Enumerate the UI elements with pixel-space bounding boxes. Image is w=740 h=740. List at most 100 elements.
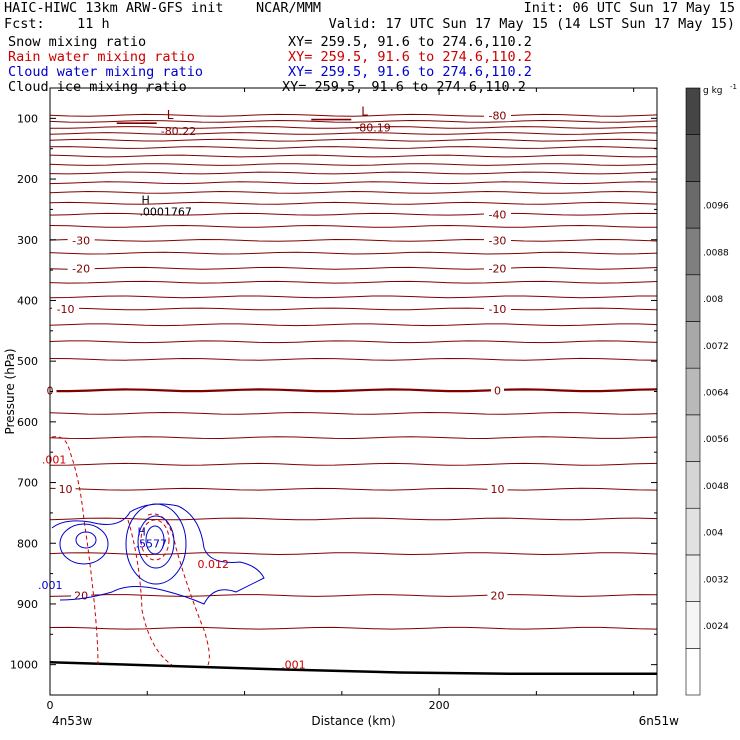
temperature-contour <box>49 340 658 344</box>
temperature-contour <box>49 594 658 597</box>
colorbar-swatch <box>685 461 701 509</box>
temperature-label-bg <box>483 234 511 247</box>
temperature-contour <box>49 280 658 284</box>
y-tick-label: 700 <box>17 477 38 490</box>
x-tick-label: 200 <box>429 699 450 712</box>
temperature-contour <box>49 295 657 299</box>
temperature-contour <box>49 163 658 166</box>
colorbar-level-label: .0056 <box>703 435 729 445</box>
rain-contour <box>140 519 170 561</box>
y-tick-label: 800 <box>17 537 38 550</box>
field-rain-xy: XY= 259.5, 91.6 to 274.6,110.2 <box>288 49 532 65</box>
temperature-label-bg <box>490 384 504 397</box>
cloud-water-contour <box>145 525 165 555</box>
colorbar-swatch <box>685 507 701 556</box>
colorbar-level-label: .0048 <box>703 482 729 492</box>
temperature-contour <box>49 201 658 205</box>
rain-contour <box>51 436 99 666</box>
temperature-label-bg <box>483 109 511 122</box>
temperature-contour <box>49 113 658 117</box>
y-tick-label: 1000 <box>10 659 38 672</box>
temperature-contour <box>49 626 658 630</box>
temperature-label: -10 <box>488 303 506 316</box>
rain-contour <box>127 519 173 666</box>
colorbar-level-label: .0064 <box>703 389 729 399</box>
cloud-water-contour <box>125 503 187 585</box>
temperature-contour <box>49 119 658 123</box>
colorbar-level-label: .008 <box>703 295 723 305</box>
temperature-label-bg <box>67 262 95 275</box>
colorbar-unit: g kg <box>703 86 723 96</box>
temperature-contour <box>49 411 658 415</box>
colorbar-swatch <box>685 414 701 462</box>
temperature-contour <box>49 190 658 194</box>
field-snow-name: Snow mixing ratio <box>8 34 147 50</box>
temperature-label: 10 <box>59 483 73 496</box>
temperature-contour <box>49 517 658 521</box>
x-axis-title: Distance (km) <box>311 714 395 728</box>
field-rain-name: Rain water mixing ratio <box>8 49 195 65</box>
colorbar-level-label: .0088 <box>703 248 729 258</box>
maximum-symbol: H <box>141 193 149 206</box>
field-cloudice-xy: XY= 259.5, 91.6 to 274.6,110.2 <box>282 79 526 95</box>
temperature-label-bg <box>52 302 80 315</box>
temperature-label: -30 <box>72 234 90 247</box>
colorbar-swatch <box>685 648 701 696</box>
minimum-value: -80.19 <box>355 122 390 135</box>
temperature-label-bg <box>71 589 92 602</box>
rain-contour <box>147 513 210 666</box>
temperature-contour <box>49 171 658 175</box>
colorbar-swatch <box>685 321 701 369</box>
temperature-label: 20 <box>490 589 504 602</box>
temperature-contour <box>49 462 658 466</box>
y-tick-label: 900 <box>17 598 38 611</box>
cloud-water-contour <box>59 523 109 565</box>
maximum-symbol: H <box>138 525 146 538</box>
colorbar-swatch <box>685 227 701 276</box>
model-title: HAIC-HIWC 13km ARW-GFS init NCAR/MMM <box>4 0 321 16</box>
temperature-contour <box>49 132 658 135</box>
temperature-label-bg <box>55 483 76 496</box>
colorbar-swatch <box>685 134 701 182</box>
colorbar-level-label: .0024 <box>703 622 729 632</box>
colorbar-level-label: .0072 <box>703 342 729 352</box>
colorbar: .0024 .0032 .004 .0048 .0056 .0064 .0072 .008 .0… <box>685 83 737 696</box>
temperature-contour <box>49 224 657 228</box>
colorbar-level-label: .0096 <box>703 202 729 212</box>
colorbar-unit-exponent: -1 <box>730 83 737 91</box>
temperature-contour <box>49 126 658 129</box>
surface-pressure-line <box>49 660 657 676</box>
colorbar-level-label: .0032 <box>703 575 729 585</box>
y-tick-label: 100 <box>17 112 38 125</box>
x-tick-label: 0 <box>47 699 54 712</box>
init-time: Init: 06 UTC Sun 17 May 15 <box>523 0 735 16</box>
temperature-contour <box>49 552 658 556</box>
temperature-contour <box>49 323 658 327</box>
temperature-contour <box>49 266 658 270</box>
temperature-label: 20 <box>74 589 88 602</box>
temperature-label: -20 <box>488 262 506 275</box>
temperature-label: 10 <box>490 483 504 496</box>
minimum-symbol: L <box>167 108 174 122</box>
field-cloudice-name: Cloud ice mixing ratio <box>8 79 187 95</box>
minimum-value: -80.22 <box>161 125 196 138</box>
temperature-contour <box>49 307 658 311</box>
temperature-label: -30 <box>488 234 506 247</box>
y-tick-label: 400 <box>17 294 38 307</box>
y-axis-title: Pressure (hPa) <box>3 348 17 434</box>
x-end-location: 6n51w <box>639 714 680 728</box>
temperature-contour <box>49 251 658 255</box>
temperature-label: -40 <box>488 208 506 221</box>
temperature-contour <box>49 138 658 142</box>
temperature-contour <box>49 357 658 361</box>
colorbar-level-label: .004 <box>703 529 723 539</box>
temperature-contour <box>49 436 658 440</box>
temperature-label-bg <box>487 589 508 602</box>
cloud-water-contour <box>75 531 97 549</box>
temperature-label-bg <box>487 483 508 496</box>
colorbar-swatch <box>685 87 701 135</box>
field-contour-label: .001 <box>42 453 66 466</box>
temperature-contour <box>49 238 658 242</box>
